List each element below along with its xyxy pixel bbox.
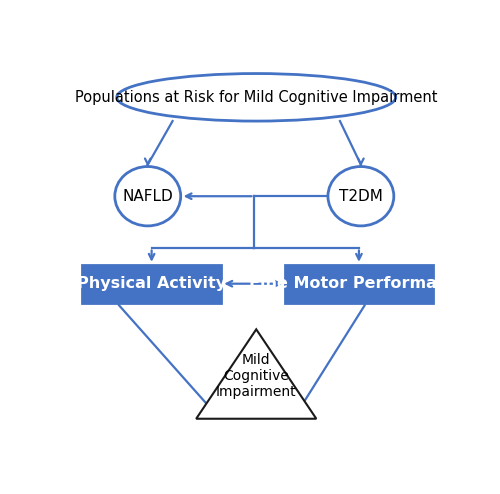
Ellipse shape: [115, 166, 180, 226]
Ellipse shape: [117, 74, 396, 121]
Text: T2DM: T2DM: [339, 189, 383, 204]
Ellipse shape: [328, 166, 394, 226]
Text: Mild
Cognitive
Impairment: Mild Cognitive Impairment: [216, 353, 296, 399]
Text: Populations at Risk for Mild Cognitive Impairment: Populations at Risk for Mild Cognitive I…: [75, 90, 438, 105]
Polygon shape: [196, 329, 316, 419]
Text: Fine Motor Performance: Fine Motor Performance: [249, 276, 469, 291]
Text: NAFLD: NAFLD: [122, 189, 173, 204]
FancyBboxPatch shape: [82, 265, 222, 303]
Text: Physical Activity: Physical Activity: [77, 276, 226, 291]
FancyBboxPatch shape: [286, 265, 432, 303]
